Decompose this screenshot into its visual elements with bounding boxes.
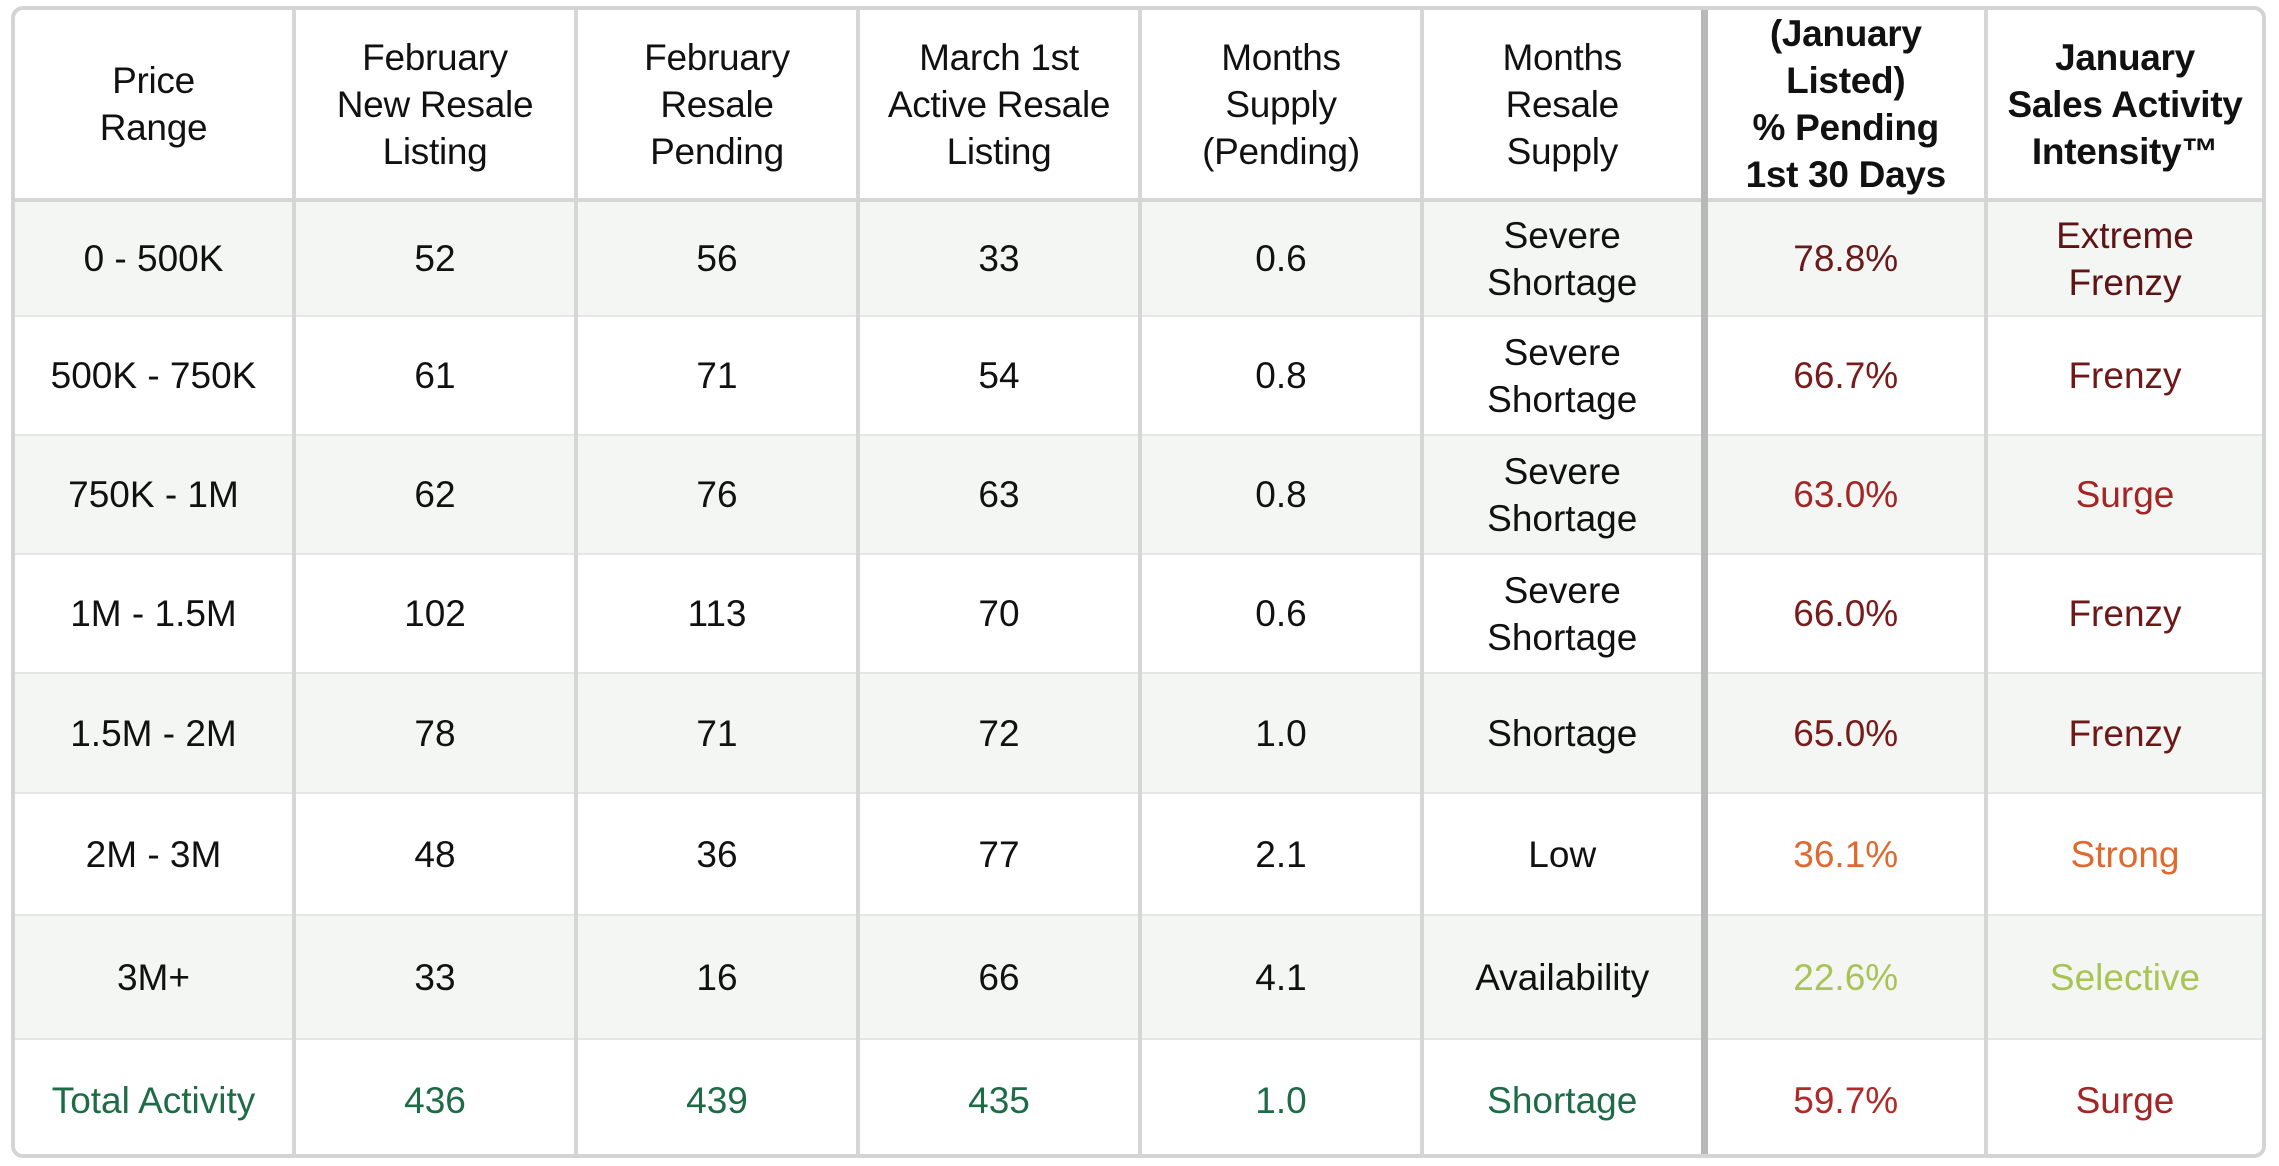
header-january-sales-activity-intensity: January Sales Activity Intensity™ [1984,10,2262,202]
months-resale-supply-cell: Severe Shortage [1420,315,1708,435]
table-row: 0 - 500K 52 56 33 0.6 Severe Shortage 78.8% Ext… [15,199,2262,316]
sales-activity-intensity-cell: Frenzy [1984,553,2262,673]
new-resale-listing-cell: 102 [292,553,578,673]
price-range-cell: 2M - 3M [15,792,296,915]
months-supply-pending-cell: 0.6 [1138,199,1424,316]
resale-pending-cell: 71 [574,672,860,793]
active-resale-listing-cell: 70 [856,553,1142,673]
new-resale-listing-cell: 52 [292,199,578,316]
market-activity-table-container: Price Range February New Resale Listing … [11,6,2266,1158]
price-range-cell: 0 - 500K [15,199,296,316]
months-supply-pending-cell: 2.1 [1138,792,1424,915]
months-resale-supply-cell: Low [1420,792,1708,915]
header-february-resale-pending: February Resale Pending [574,10,860,202]
header-months-resale-supply: Months Resale Supply [1420,10,1708,202]
market-activity-table: Price Range February New Resale Listing … [15,10,2262,1154]
table-row: 3M+ 33 16 66 4.1 Availability 22.6% Selective [15,914,2262,1039]
resale-pending-cell: 56 [574,199,860,316]
total-pct-pending-cell: 59.7% [1702,1038,1988,1154]
new-resale-listing-cell: 61 [292,315,578,435]
pct-pending-cell: 66.0% [1702,553,1988,673]
months-supply-pending-cell: 0.8 [1138,434,1424,554]
months-resale-supply-cell: Severe Shortage [1420,199,1708,316]
pct-pending-cell: 65.0% [1702,672,1988,793]
total-months-supply-pending-cell: 1.0 [1138,1038,1424,1154]
price-range-cell: 1M - 1.5M [15,553,296,673]
pct-pending-cell: 22.6% [1702,914,1988,1039]
header-row: Price Range February New Resale Listing … [15,10,2262,202]
header-february-new-resale-listing: February New Resale Listing [292,10,578,202]
months-supply-pending-cell: 4.1 [1138,914,1424,1039]
months-resale-supply-cell: Severe Shortage [1420,553,1708,673]
total-resale-pending-cell: 439 [574,1038,860,1154]
sales-activity-intensity-cell: Extreme Frenzy [1984,199,2262,316]
total-active-resale-listing-cell: 435 [856,1038,1142,1154]
table-row: 1M - 1.5M 102 113 70 0.6 Severe Shortage 66.0%… [15,553,2262,673]
table-row: 500K - 750K 61 71 54 0.8 Severe Shortage 66.7%… [15,315,2262,435]
months-resale-supply-cell: Shortage [1420,672,1708,793]
sales-activity-intensity-cell: Frenzy [1984,315,2262,435]
resale-pending-cell: 76 [574,434,860,554]
price-range-cell: 1.5M - 2M [15,672,296,793]
new-resale-listing-cell: 78 [292,672,578,793]
resale-pending-cell: 113 [574,553,860,673]
active-resale-listing-cell: 63 [856,434,1142,554]
active-resale-listing-cell: 77 [856,792,1142,915]
new-resale-listing-cell: 33 [292,914,578,1039]
sales-activity-intensity-cell: Strong [1984,792,2262,915]
sales-activity-intensity-cell: Frenzy [1984,672,2262,793]
new-resale-listing-cell: 48 [292,792,578,915]
resale-pending-cell: 71 [574,315,860,435]
pct-pending-cell: 63.0% [1702,434,1988,554]
months-supply-pending-cell: 0.6 [1138,553,1424,673]
months-supply-pending-cell: 0.8 [1138,315,1424,435]
header-march-active-resale-listing: March 1st Active Resale Listing [856,10,1142,202]
active-resale-listing-cell: 72 [856,672,1142,793]
months-resale-supply-cell: Severe Shortage [1420,434,1708,554]
resale-pending-cell: 36 [574,792,860,915]
pct-pending-cell: 66.7% [1702,315,1988,435]
table-row: 2M - 3M 48 36 77 2.1 Low 36.1% Strong [15,792,2262,915]
active-resale-listing-cell: 54 [856,315,1142,435]
price-range-cell: 750K - 1M [15,434,296,554]
active-resale-listing-cell: 33 [856,199,1142,316]
price-range-cell: 500K - 750K [15,315,296,435]
total-sales-activity-intensity-cell: Surge [1984,1038,2262,1154]
total-new-resale-listing-cell: 436 [292,1038,578,1154]
pct-pending-cell: 78.8% [1702,199,1988,316]
months-supply-pending-cell: 1.0 [1138,672,1424,793]
sales-activity-intensity-cell: Selective [1984,914,2262,1039]
table-row: 750K - 1M 62 76 63 0.8 Severe Shortage 63.0% Su… [15,434,2262,554]
total-price-range-cell: Total Activity [15,1038,296,1154]
total-months-resale-supply-cell: Shortage [1420,1038,1708,1154]
total-activity-row: Total Activity 436 439 435 1.0 Shortage 59.7% S… [15,1038,2262,1154]
months-resale-supply-cell: Availability [1420,914,1708,1039]
header-price-range: Price Range [15,10,296,202]
header-months-supply-pending: Months Supply (Pending) [1138,10,1424,202]
new-resale-listing-cell: 62 [292,434,578,554]
table-row: 1.5M - 2M 78 71 72 1.0 Shortage 65.0% Frenzy [15,672,2262,793]
sales-activity-intensity-cell: Surge [1984,434,2262,554]
resale-pending-cell: 16 [574,914,860,1039]
pct-pending-cell: 36.1% [1702,792,1988,915]
header-january-pct-pending: (January Listed) % Pending 1st 30 Days [1702,10,1988,202]
price-range-cell: 3M+ [15,914,296,1039]
active-resale-listing-cell: 66 [856,914,1142,1039]
